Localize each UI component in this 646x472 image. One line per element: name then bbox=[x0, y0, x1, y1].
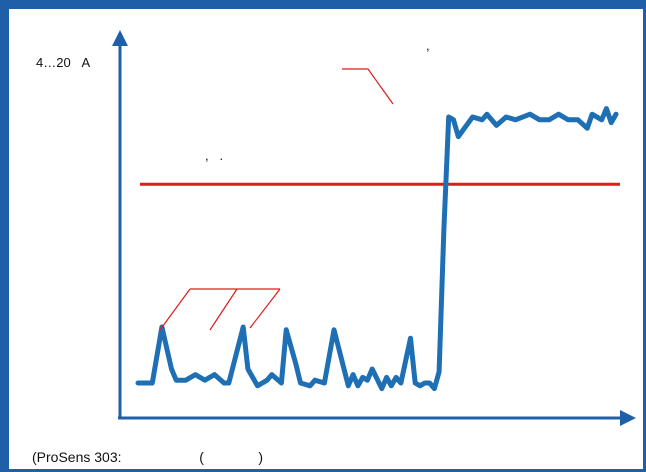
threshold-annotation-text: , . bbox=[205, 148, 224, 163]
signal-line bbox=[135, 106, 619, 392]
callout-lines bbox=[159, 68, 394, 331]
jump-annotation-text: , bbox=[426, 38, 430, 53]
peak-callout-line-3 bbox=[249, 288, 281, 329]
peak-callout-line-1 bbox=[159, 288, 191, 331]
y-axis-label: 4…20 А bbox=[36, 55, 91, 70]
jump-callout-line bbox=[342, 68, 394, 105]
chart-caption: (ProSens 303: ( ) bbox=[32, 449, 264, 465]
x-axis-arrow bbox=[620, 410, 636, 426]
y-axis-arrow bbox=[112, 30, 128, 46]
peak-callout-line-2 bbox=[209, 288, 238, 331]
